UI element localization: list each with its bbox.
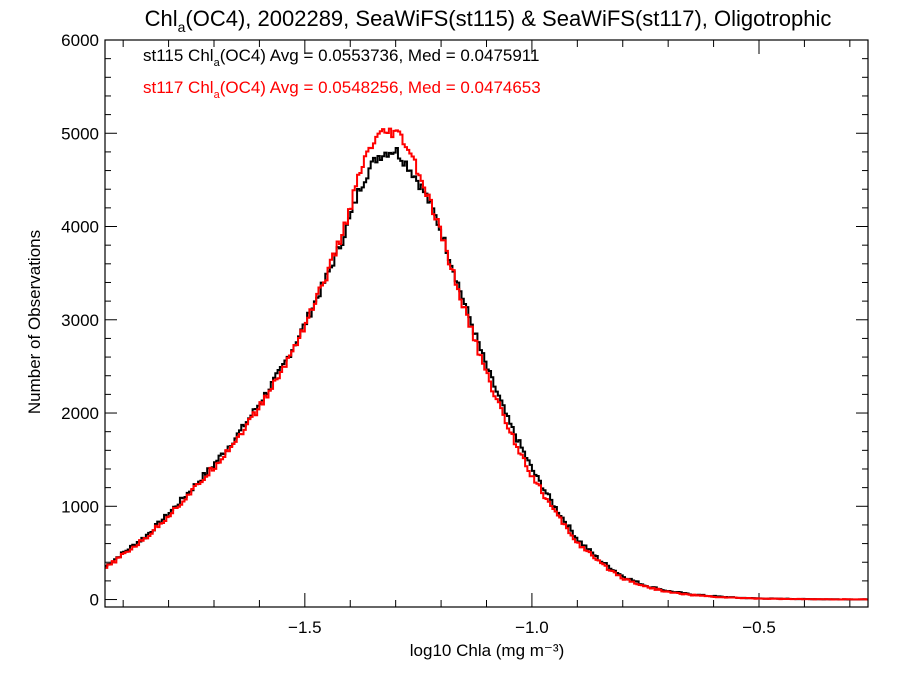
series-line-st117 xyxy=(105,127,868,601)
y-tick-label: 5000 xyxy=(61,124,99,143)
annotation-st117: st117 Chla(OC4) Avg = 0.0548256, Med = 0… xyxy=(143,78,541,101)
x-axis-label: log10 Chla (mg m⁻³) xyxy=(410,641,564,660)
annotation-st115: st115 Chla(OC4) Avg = 0.0553736, Med = 0… xyxy=(143,46,539,69)
x-tick-label: −0.5 xyxy=(742,618,776,637)
y-tick-label: 4000 xyxy=(61,218,99,237)
y-axis-label: Number of Observations xyxy=(25,230,44,414)
y-tick-label: 6000 xyxy=(61,31,99,50)
x-tick-label: −1.5 xyxy=(288,618,322,637)
axis-ticks: 0 1000 2000 3000 4000 5000 6000 −1.5 −1.0 −0.5 xyxy=(61,31,868,637)
series-layer xyxy=(105,127,868,601)
x-tick-label: −1.0 xyxy=(515,618,549,637)
y-tick-label: 3000 xyxy=(61,311,99,330)
y-tick-label: 0 xyxy=(90,591,99,610)
y-tick-label: 1000 xyxy=(61,497,99,516)
plot-frame xyxy=(104,39,869,608)
y-tick-label: 2000 xyxy=(61,404,99,423)
chart-title: Chla(OC4), 2002289, SeaWiFS(st115) & Sea… xyxy=(145,6,832,35)
